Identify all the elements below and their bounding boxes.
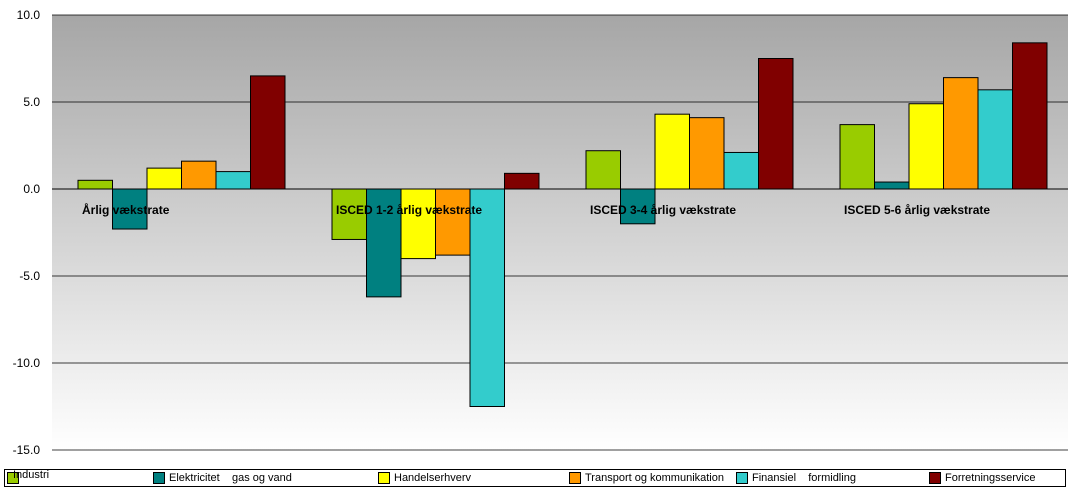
- y-tick-label: -5.0: [19, 269, 40, 283]
- legend-item: Handelserhverv: [378, 470, 471, 486]
- legend-swatch: [929, 472, 941, 484]
- bar: [250, 75, 286, 190]
- bar: [758, 58, 794, 190]
- legend-label: Forretningsservice: [945, 472, 1036, 484]
- bar: [943, 77, 979, 190]
- legend-label: Handelserhverv: [394, 472, 472, 484]
- legend-swatch: [153, 472, 165, 484]
- bar: [435, 188, 471, 256]
- category-label: ISCED 1-2 årlig vækstrate: [336, 203, 482, 217]
- legend-swatch: [378, 472, 390, 484]
- bar: [654, 113, 690, 190]
- legend-item: Transport og kommunikation: [569, 470, 724, 486]
- y-tick-label: 5.0: [23, 95, 40, 109]
- y-tick-label: -15.0: [13, 443, 41, 457]
- legend-swatch: [569, 472, 581, 484]
- bar: [181, 160, 217, 190]
- bar: [723, 151, 759, 190]
- legend-item: Elektricitet gas og vand: [153, 470, 292, 486]
- bar: [400, 188, 436, 260]
- plot-area: [52, 15, 1068, 450]
- legend-item: Forretningsservice: [929, 470, 1035, 486]
- bar: [908, 103, 944, 190]
- legend-label: Transport og kommunikation: [585, 472, 724, 484]
- y-tick-label: 0.0: [23, 182, 40, 196]
- legend-label: Finansiel formidling: [752, 472, 856, 484]
- bar: [689, 117, 725, 190]
- bar: [585, 150, 621, 190]
- bar: [77, 179, 113, 190]
- bar: [977, 89, 1013, 190]
- bar: [839, 124, 875, 190]
- bar: [504, 172, 540, 190]
- bar: [469, 188, 505, 407]
- bar: [215, 171, 251, 190]
- legend-swatch: [736, 472, 748, 484]
- category-label: ISCED 3-4 årlig vækstrate: [590, 203, 736, 217]
- legend: Industri Elektricitet gas og vand Handelse…: [4, 469, 1066, 487]
- bar: [874, 181, 910, 190]
- bar: [112, 188, 148, 230]
- legend-label: Industri: [13, 469, 50, 481]
- bar: [1012, 42, 1048, 190]
- category-label: Årlig vækstrate: [82, 202, 170, 217]
- legend-item: Finansiel formidling: [736, 470, 856, 486]
- legend-label: Elektricitet gas og vand: [169, 472, 292, 484]
- legend-item: Industri: [7, 469, 50, 486]
- y-tick-label: -10.0: [13, 356, 41, 370]
- y-tick-label: 10.0: [17, 8, 41, 22]
- category-label: ISCED 5-6 årlig vækstrate: [844, 203, 990, 217]
- legend-swatch: [7, 472, 19, 484]
- bar: [146, 167, 182, 190]
